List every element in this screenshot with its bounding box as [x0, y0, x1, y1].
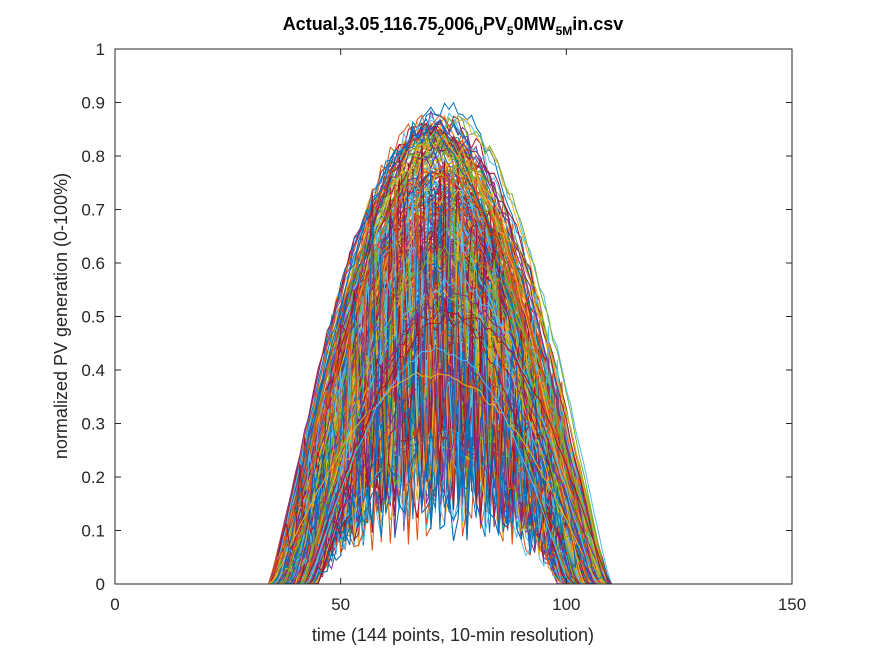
y-tick-label-0.5: 0.5	[81, 308, 105, 327]
y-tick-label-0.2: 0.2	[81, 468, 105, 487]
title-part-1: 3	[338, 24, 345, 38]
x-tick-label-50: 50	[331, 595, 350, 614]
x-tick-label-150: 150	[778, 595, 806, 614]
y-tick-label-0.4: 0.4	[81, 361, 105, 380]
axis-ticks: 0 50 100 150 0 0.1 0.2 0.3 0.4 0.5 0.6 0.7 0.8 0.9 1	[81, 40, 806, 614]
y-tick-label-0.7: 0.7	[81, 201, 105, 220]
title-part-10: 0MW	[514, 14, 556, 34]
title-part-4: 116.75	[383, 14, 437, 34]
title-part-9: 5	[507, 24, 514, 38]
title-part-3: -	[379, 24, 383, 38]
title-part-5: 2	[438, 24, 445, 38]
y-tick-label-0.9: 0.9	[81, 94, 105, 113]
y-axis-label: normalized PV generation (0-100%)	[51, 173, 71, 459]
title-part-12: in.csv	[572, 14, 623, 34]
y-tick-label-0.6: 0.6	[81, 254, 105, 273]
x-tick-label-0: 0	[110, 595, 119, 614]
chart-title: Actual33.05-116.752006UPV50MW5Min.csv	[283, 14, 624, 38]
y-tick-label-1: 1	[96, 40, 105, 59]
title-part-2: 3.05	[344, 14, 379, 34]
x-tick-label-100: 100	[552, 595, 580, 614]
y-tick-label-0.3: 0.3	[81, 415, 105, 434]
y-tick-label-0: 0	[96, 575, 105, 594]
title-part-11: 5M	[556, 24, 573, 38]
title-part-6: 006	[444, 14, 474, 34]
y-tick-label-0.1: 0.1	[81, 522, 105, 541]
title-part-8: PV	[483, 14, 507, 34]
y-tick-label-0.8: 0.8	[81, 147, 105, 166]
title-part-7: U	[474, 24, 483, 38]
title-part-0: Actual	[283, 14, 338, 34]
x-axis-label: time (144 points, 10-min resolution)	[312, 625, 594, 645]
